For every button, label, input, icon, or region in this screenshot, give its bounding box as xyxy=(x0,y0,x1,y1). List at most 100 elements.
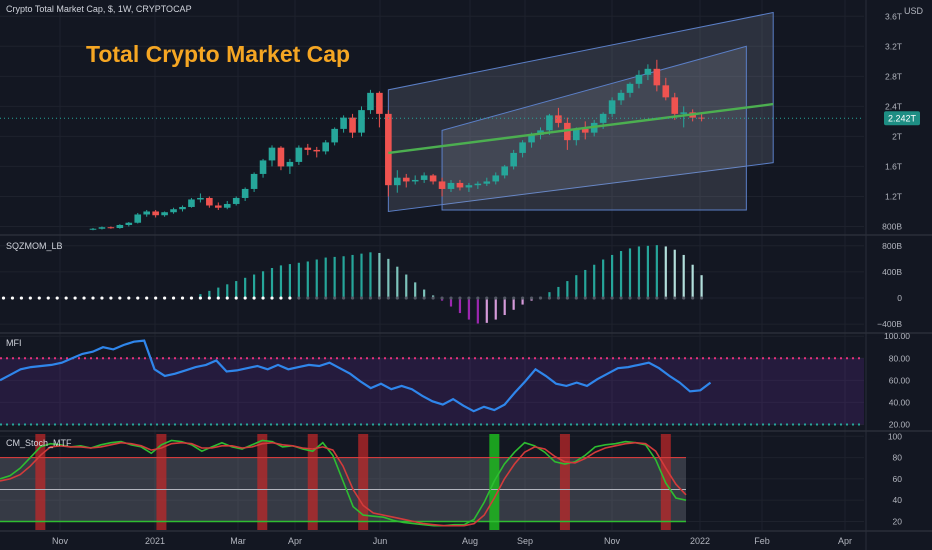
time-axis-label: Nov xyxy=(604,536,621,546)
price-axis[interactable]: 3.6T 3.2T 2.8T 2.4T 2T 1.6T 1.2T 800B xyxy=(882,11,902,231)
mfi-axis-label: 80.00 xyxy=(889,353,911,363)
last-price-label: 2.242T xyxy=(884,111,920,126)
squeeze-dot xyxy=(673,296,677,300)
squeeze-bar xyxy=(387,258,390,299)
candle-body xyxy=(170,209,177,213)
candle-body xyxy=(349,117,356,133)
mfi-axis-label: 60.00 xyxy=(889,375,911,385)
candle-body xyxy=(179,206,186,210)
candle-body xyxy=(206,197,213,206)
mfi-axis-label: 40.00 xyxy=(889,397,911,407)
time-axis-label: Feb xyxy=(754,536,770,546)
squeeze-bar xyxy=(485,298,488,323)
candle-body xyxy=(358,110,365,133)
candle-body xyxy=(501,166,508,176)
squeeze-dot xyxy=(592,296,596,300)
time-axis[interactable]: Nov 2021 Mar Apr Jun Aug Sep Nov 2022 Feb Apr xyxy=(52,536,852,546)
candle-body xyxy=(331,128,338,143)
squeeze-axis: 800B 400B 0 −400B xyxy=(877,241,902,329)
stoch-axis-label: 80 xyxy=(893,453,903,463)
mfi-band-fill xyxy=(0,358,864,425)
candle-body xyxy=(152,211,159,216)
squeeze-bar xyxy=(458,298,462,314)
trend-line-segment xyxy=(388,102,774,155)
squeeze-dot xyxy=(691,296,695,300)
price-axis-label: 2T xyxy=(892,131,902,141)
squeeze-bar xyxy=(333,256,336,299)
candlesticks[interactable] xyxy=(89,59,705,231)
squeeze-dot xyxy=(637,296,641,300)
squeeze-dot xyxy=(342,296,346,300)
candle-body xyxy=(671,97,679,114)
candle-body xyxy=(474,183,482,186)
candle-body xyxy=(599,113,607,123)
mfi-pane[interactable] xyxy=(0,339,864,426)
stoch-highlight-column xyxy=(358,434,369,530)
squeeze-bar xyxy=(405,274,408,299)
squeeze-dot xyxy=(664,296,668,300)
squeeze-dot xyxy=(109,296,113,300)
squeeze-bar xyxy=(199,294,202,299)
stoch-highlight-column xyxy=(35,434,46,530)
squeeze-dot xyxy=(422,296,426,300)
squeeze-dot xyxy=(556,296,561,300)
time-axis-label: Sep xyxy=(517,536,533,546)
candle-body xyxy=(465,185,473,188)
squeeze-bar xyxy=(584,269,587,299)
squeeze-bar xyxy=(557,286,560,299)
squeeze-dot xyxy=(163,296,167,300)
squeeze-bar xyxy=(279,265,283,299)
candle-body xyxy=(98,227,106,229)
candle-body xyxy=(528,134,535,143)
candle-body xyxy=(635,74,643,84)
squeeze-dot xyxy=(619,296,623,300)
candle-body xyxy=(546,115,553,131)
candle-body xyxy=(510,152,517,167)
candle-body xyxy=(322,142,329,152)
candle-body xyxy=(456,182,464,188)
candle-body xyxy=(376,92,383,114)
stochastic-pane[interactable] xyxy=(0,434,687,530)
time-axis-label: 2021 xyxy=(145,536,165,546)
mfi-axis-label: 20.00 xyxy=(889,419,911,429)
candle-body xyxy=(653,68,661,86)
squeeze-dot xyxy=(225,296,229,300)
time-axis-label: Nov xyxy=(52,536,69,546)
candle-body xyxy=(483,181,491,184)
candle-body xyxy=(215,205,222,208)
squeeze-dot xyxy=(547,296,552,300)
squeeze-dot xyxy=(601,296,605,300)
candle-body xyxy=(197,197,204,200)
candle-body xyxy=(644,68,652,75)
squeeze-dot xyxy=(395,296,399,300)
price-axis-label: 1.6T xyxy=(885,161,902,171)
squeeze-dot xyxy=(10,296,15,300)
price-axis-label: 800B xyxy=(882,221,902,231)
stoch-axis-label: 20 xyxy=(893,516,903,526)
squeeze-bar xyxy=(575,275,578,299)
squeeze-dot xyxy=(297,296,301,300)
candle-body xyxy=(420,175,428,180)
trend-line[interactable] xyxy=(388,102,774,155)
squeeze-dot xyxy=(583,296,587,300)
squeeze-bar xyxy=(619,251,623,299)
squeeze-dot xyxy=(306,296,310,300)
squeeze-histogram xyxy=(190,245,703,324)
squeeze-momentum-pane[interactable] xyxy=(1,245,704,324)
squeeze-dot xyxy=(288,296,292,300)
squeeze-dot xyxy=(377,296,381,300)
candle-body xyxy=(188,199,195,207)
squeeze-dot xyxy=(100,296,104,300)
squeeze-dot xyxy=(646,296,650,300)
candle-body xyxy=(447,182,455,189)
candle-body xyxy=(394,177,401,186)
squeeze-dot xyxy=(610,296,614,300)
squeeze-bar xyxy=(593,264,596,299)
squeeze-bar xyxy=(360,253,363,299)
squeeze-bar xyxy=(226,284,229,299)
time-axis-label: Apr xyxy=(288,536,302,546)
price-pane[interactable] xyxy=(0,11,864,231)
squeeze-bar xyxy=(494,298,497,320)
